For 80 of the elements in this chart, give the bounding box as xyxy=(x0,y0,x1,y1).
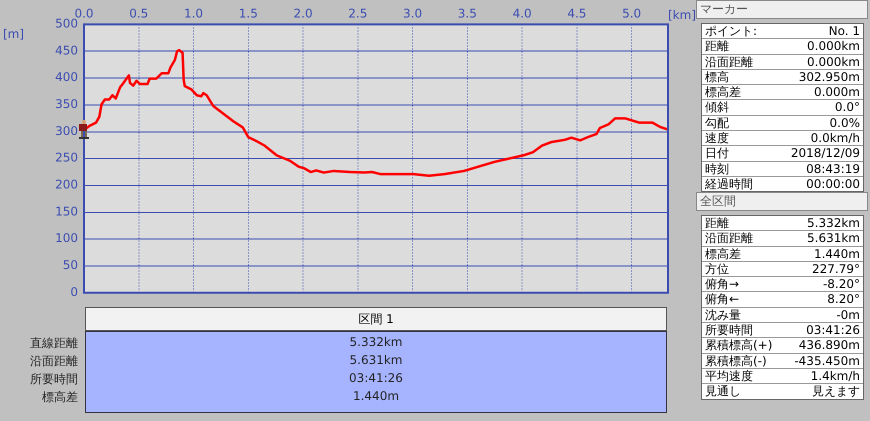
text: 標高差 xyxy=(705,85,741,100)
text: マーカー xyxy=(696,0,868,19)
text: -435.450m xyxy=(794,354,860,368)
text: -8.20° xyxy=(822,277,860,292)
x-tick-label: 4.5 xyxy=(567,6,586,20)
text: 5.332km xyxy=(807,216,860,230)
y-tick-label: 100 xyxy=(55,231,78,246)
text: -0m xyxy=(836,308,860,322)
text: 累積標高(-) xyxy=(705,354,767,368)
text: 速度 xyxy=(705,131,729,146)
x-tick-label: 5.0 xyxy=(622,6,642,20)
text: 0.0km/h xyxy=(810,131,860,146)
text: 5.631km xyxy=(807,231,860,246)
text: 1.440m xyxy=(352,389,400,403)
text: 見通し xyxy=(705,384,741,399)
x-tick-label: 3.5 xyxy=(458,6,477,20)
text: 標高差 xyxy=(41,389,78,406)
text: 標高差 xyxy=(705,246,741,261)
x-tick-label: 4.0 xyxy=(512,6,532,20)
text: 距離 xyxy=(705,216,729,230)
x-tick-label: 2.5 xyxy=(348,6,368,20)
y-tick-label: 400 xyxy=(55,70,78,84)
text: 平均速度 xyxy=(705,368,753,384)
y-tick-label: 50 xyxy=(62,258,78,272)
text: 俯角→ xyxy=(705,277,740,292)
text: 沿面距離 xyxy=(29,353,78,370)
text: No. 1 xyxy=(828,24,860,38)
text: 直線距離 xyxy=(29,335,78,352)
x-tick-label: 0.5 xyxy=(129,6,148,20)
text: 標高 xyxy=(705,70,729,84)
text: 436.890m xyxy=(798,338,860,353)
text: 方位 xyxy=(705,262,729,276)
text: 0.000km xyxy=(807,54,860,69)
text: 5.332km xyxy=(348,335,404,349)
text: 08:43:19 xyxy=(806,162,860,176)
text: 227.79° xyxy=(812,262,860,276)
text: 区間 1 xyxy=(85,307,667,331)
text: 距離 xyxy=(705,39,729,54)
x-axis-title: [km] xyxy=(668,8,696,22)
text: 00:00:00 xyxy=(806,176,860,192)
text: 傾斜 xyxy=(705,100,729,115)
text: 1.440m xyxy=(814,246,860,261)
x-tick-label: 1.0 xyxy=(184,6,204,20)
text: ポイント: xyxy=(705,24,758,38)
y-axis-title: [m] xyxy=(3,27,24,41)
text: 俯角← xyxy=(705,292,740,307)
text: 時刻 xyxy=(705,162,729,176)
text: 累積標高(+) xyxy=(705,338,772,353)
text: 0.000km xyxy=(807,39,860,54)
text: 302.950m xyxy=(798,70,860,84)
text: 1.4km/h xyxy=(810,368,860,384)
text: 0.000m xyxy=(814,85,860,100)
text: 03:41:26 xyxy=(806,323,860,338)
text: 8.20° xyxy=(827,292,860,307)
text: 日付 xyxy=(705,146,729,161)
text: 見えます xyxy=(812,384,860,399)
text: 5.631km xyxy=(348,353,404,367)
text: 沈み量 xyxy=(705,308,741,322)
text: 沿面距離 xyxy=(705,54,753,69)
x-tick-label: 2.0 xyxy=(294,6,313,20)
text: 所要時間 xyxy=(705,323,753,338)
x-tick-label: 3.0 xyxy=(403,6,422,20)
y-tick-label: 350 xyxy=(55,97,78,112)
text: 2018/12/09 xyxy=(790,146,860,161)
y-tick-label: 150 xyxy=(55,204,78,218)
text: 全区間 xyxy=(696,192,868,211)
x-tick-label: 1.5 xyxy=(238,6,258,20)
text: 0.0% xyxy=(830,116,860,130)
y-tick-label: 250 xyxy=(55,150,78,165)
y-tick-label: 500 xyxy=(55,16,78,31)
y-tick-label: 0 xyxy=(70,284,78,299)
text: 所要時間 xyxy=(29,371,78,388)
y-tick-label: 450 xyxy=(55,43,78,58)
text: 沿面距離 xyxy=(705,231,753,246)
text: 0.0° xyxy=(834,100,860,115)
text: 勾配 xyxy=(705,116,729,130)
text: 経過時間 xyxy=(705,176,753,192)
text: 03:41:26 xyxy=(348,371,404,385)
y-tick-label: 200 xyxy=(55,178,78,192)
y-tick-label: 300 xyxy=(55,124,78,138)
